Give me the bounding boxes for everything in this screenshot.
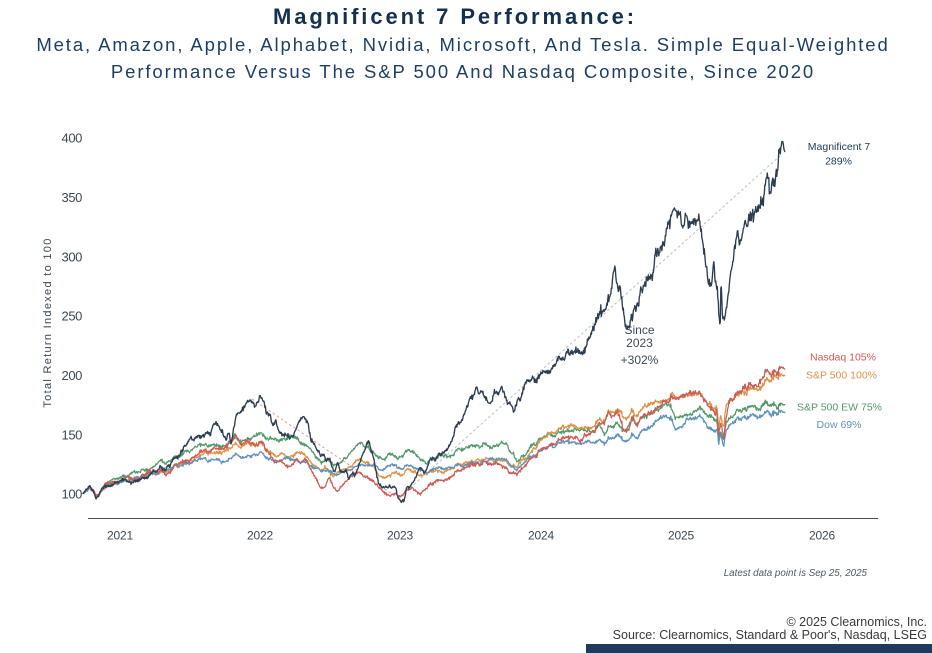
svg-text:300: 300 (62, 249, 83, 264)
svg-text:289%: 289% (825, 156, 852, 168)
svg-text:Nasdaq 105%: Nasdaq 105% (810, 352, 876, 364)
svg-text:200: 200 (62, 368, 83, 383)
svg-text:Total Return Indexed to 100: Total Return Indexed to 100 (42, 237, 54, 407)
svg-text:350: 350 (62, 190, 83, 205)
svg-text:250: 250 (62, 309, 83, 324)
svg-text:400: 400 (62, 131, 83, 146)
svg-text:100: 100 (62, 487, 83, 502)
svg-text:2024: 2024 (528, 529, 554, 543)
svg-text:S&P 500 EW 75%: S&P 500 EW 75% (797, 402, 882, 414)
svg-text:Dow 69%: Dow 69% (817, 419, 862, 431)
svg-text:2023: 2023 (387, 529, 413, 543)
svg-text:2021: 2021 (107, 529, 133, 543)
svg-text:2025: 2025 (668, 529, 694, 543)
svg-text:+302%: +302% (621, 353, 659, 367)
svg-text:Magnificent 7: Magnificent 7 (808, 141, 871, 153)
svg-text:2023: 2023 (626, 336, 653, 350)
svg-text:2022: 2022 (247, 529, 273, 543)
svg-text:2026: 2026 (809, 529, 835, 543)
svg-text:150: 150 (62, 427, 83, 442)
svg-text:Since: Since (624, 323, 654, 337)
svg-text:S&P 500 100%: S&P 500 100% (806, 370, 877, 382)
